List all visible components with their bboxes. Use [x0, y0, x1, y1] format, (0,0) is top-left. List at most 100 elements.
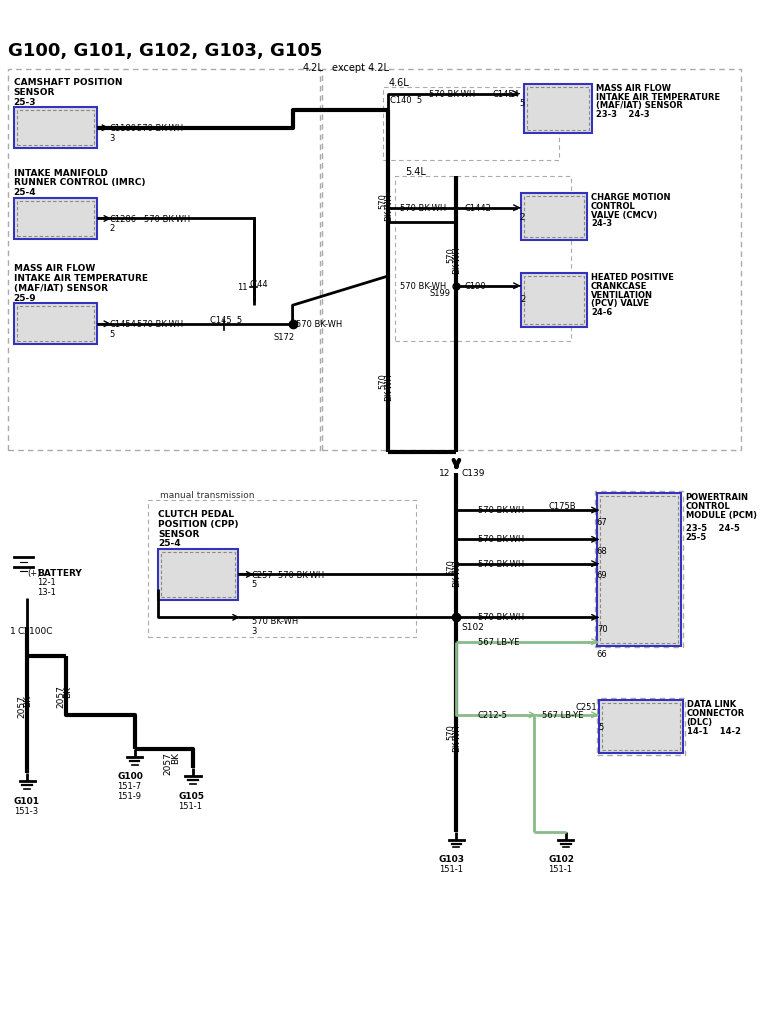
Bar [597, 698, 684, 755]
Text: 25-4: 25-4 [14, 188, 36, 198]
Bar [161, 552, 235, 597]
Text: BK-WH: BK-WH [384, 374, 393, 401]
Text: 570 BK-WH: 570 BK-WH [400, 282, 446, 291]
Text: 2: 2 [521, 295, 526, 303]
Text: 2: 2 [520, 213, 525, 221]
Bar [601, 703, 680, 750]
Text: (MAF/IAT) SENSOR: (MAF/IAT) SENSOR [14, 284, 108, 293]
Text: INTAKE AIR TEMPERATURE: INTAKE AIR TEMPERATURE [14, 274, 147, 283]
Text: 67: 67 [597, 518, 607, 527]
Text: 70: 70 [597, 625, 607, 634]
Text: MASS AIR FLOW: MASS AIR FLOW [14, 264, 95, 273]
Text: BK-WH: BK-WH [452, 725, 462, 753]
Text: S102: S102 [462, 624, 484, 632]
Text: SENSOR: SENSOR [158, 529, 200, 539]
Text: 2: 2 [109, 224, 114, 233]
Text: C140  5: C140 5 [390, 95, 422, 104]
Bar [17, 111, 94, 145]
Text: 2057: 2057 [57, 686, 65, 709]
Text: 570 BK-WH: 570 BK-WH [278, 570, 324, 580]
Bar [521, 194, 587, 240]
Text: G100, G101, G102, G103, G105: G100, G101, G102, G103, G105 [8, 42, 323, 60]
Text: 570 BK-WH: 570 BK-WH [144, 215, 190, 223]
Text: VALVE (CMCV): VALVE (CMCV) [591, 211, 657, 220]
Text: 570 BK-WH: 570 BK-WH [137, 319, 183, 329]
Text: 570 BK-WH: 570 BK-WH [429, 90, 475, 98]
Text: 570: 570 [379, 194, 387, 209]
Bar [395, 175, 571, 341]
Text: 5: 5 [599, 723, 604, 731]
Text: POWERTRAIN: POWERTRAIN [686, 494, 749, 503]
Text: 151-9: 151-9 [117, 792, 141, 801]
Bar [14, 198, 97, 239]
Text: VENTILATION: VENTILATION [591, 291, 653, 300]
Text: 13-1: 13-1 [37, 588, 56, 597]
Text: except 4.2L: except 4.2L [332, 63, 389, 74]
Bar [524, 196, 584, 237]
Text: INTAKE AIR TEMPERATURE: INTAKE AIR TEMPERATURE [596, 92, 720, 101]
Bar [595, 490, 683, 646]
Text: 12-1: 12-1 [37, 579, 56, 588]
Text: S172: S172 [273, 333, 294, 342]
Text: 3: 3 [109, 133, 114, 142]
Text: INTAKE MANIFOLD: INTAKE MANIFOLD [14, 169, 108, 178]
Text: 570: 570 [447, 247, 455, 262]
Text: 570 BK-WH: 570 BK-WH [252, 617, 298, 627]
Bar [17, 306, 94, 341]
Text: G103: G103 [439, 855, 465, 864]
Text: 11: 11 [237, 283, 247, 292]
Text: C1454: C1454 [109, 319, 136, 329]
Text: 69: 69 [597, 571, 607, 581]
Text: 151-1: 151-1 [439, 865, 463, 874]
Text: 570 BK-WH: 570 BK-WH [296, 319, 343, 329]
Bar [599, 700, 683, 753]
Bar [524, 84, 592, 133]
Bar [600, 497, 678, 643]
Text: MODULE (PCM): MODULE (PCM) [686, 511, 756, 520]
Text: RUNNER CONTROL (IMRC): RUNNER CONTROL (IMRC) [14, 178, 145, 187]
Text: 5: 5 [109, 330, 114, 339]
Text: 151-1: 151-1 [178, 802, 203, 811]
Text: CONTROL: CONTROL [591, 202, 636, 211]
Text: HEATED POSITIVE: HEATED POSITIVE [591, 273, 674, 282]
Text: 25-5: 25-5 [686, 534, 707, 543]
Text: C139: C139 [462, 469, 485, 478]
Text: 570: 570 [447, 559, 455, 574]
Text: 2057: 2057 [18, 695, 27, 718]
Text: BK: BK [23, 695, 32, 708]
Text: 66: 66 [597, 649, 607, 658]
Text: 68: 68 [597, 547, 607, 556]
Text: C251: C251 [575, 703, 597, 712]
Text: 4.2L: 4.2L [303, 63, 323, 74]
Bar [524, 276, 584, 324]
Text: BK-WH: BK-WH [384, 194, 393, 221]
Text: 570: 570 [379, 374, 387, 389]
Text: 12: 12 [439, 469, 450, 478]
Text: 151-1: 151-1 [548, 865, 572, 874]
Text: POSITION (CPP): POSITION (CPP) [158, 520, 239, 528]
Text: (PCV) VALVE: (PCV) VALVE [591, 299, 649, 308]
Text: MASS AIR FLOW: MASS AIR FLOW [596, 84, 671, 93]
Text: 2057: 2057 [164, 752, 173, 775]
Text: CONNECTOR: CONNECTOR [687, 709, 745, 718]
Text: 25-4: 25-4 [158, 540, 180, 548]
Text: (+): (+) [28, 568, 41, 578]
Text: G105: G105 [178, 792, 204, 801]
Text: 24-3: 24-3 [591, 219, 612, 228]
Text: 5: 5 [252, 581, 257, 589]
Text: BK-WH: BK-WH [452, 559, 462, 587]
Bar [17, 201, 94, 236]
Text: C1286: C1286 [109, 215, 137, 223]
Text: C1100C: C1100C [18, 627, 53, 636]
Text: G101: G101 [14, 797, 40, 806]
Text: CRANKCASE: CRANKCASE [591, 282, 647, 291]
Text: 25-9: 25-9 [14, 294, 36, 302]
Text: C'44: C'44 [250, 280, 268, 289]
Text: C1454: C1454 [492, 90, 519, 98]
Text: 567 LB-YE: 567 LB-YE [542, 711, 584, 720]
Text: CAMSHAFT POSITION: CAMSHAFT POSITION [14, 78, 122, 87]
Text: 570: 570 [447, 725, 455, 740]
Bar [383, 87, 559, 160]
Text: 151-7: 151-7 [117, 782, 141, 792]
Text: C145  5: C145 5 [210, 316, 242, 325]
